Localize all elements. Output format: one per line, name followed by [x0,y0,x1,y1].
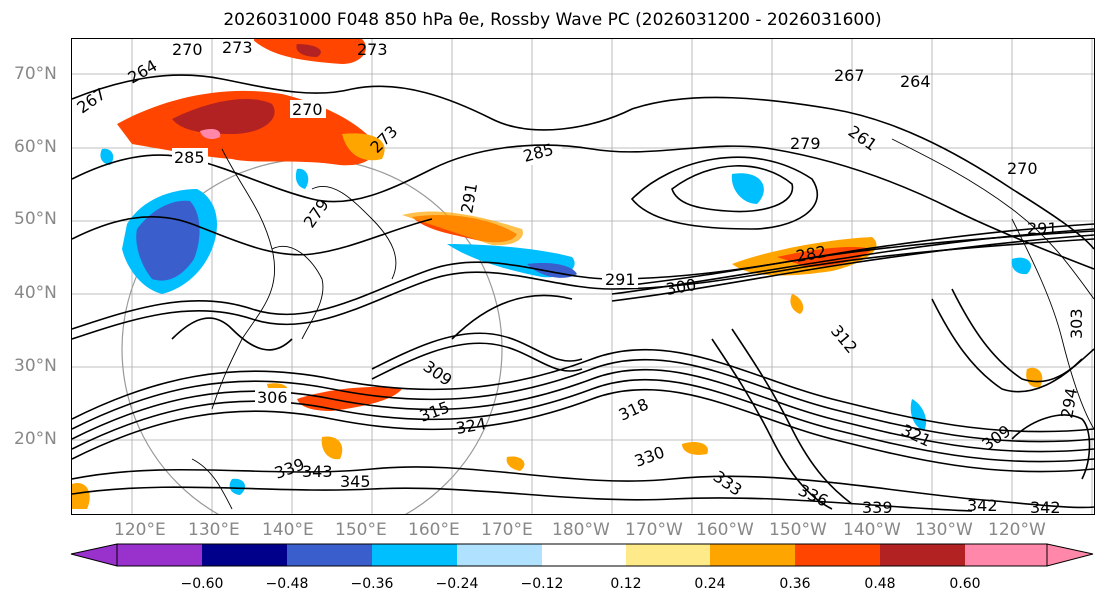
colorbar-swatch [457,544,542,566]
contour-label: 273 [222,39,253,57]
lon-label: 170°W [625,520,683,540]
contour-label: 264 [900,72,931,91]
colorbar-tick: 0.12 [610,576,642,592]
contour-label: 267 [73,84,109,117]
contour-label: 291 [1027,219,1058,238]
contour-label: 318 [616,394,652,424]
lon-label: 160°W [696,520,754,540]
contour-label: 285 [174,148,205,167]
lat-label-50n: 50°N [14,209,57,229]
contour-label: 309 [420,357,456,390]
map-title: 2026031000 F048 850 hPa θe, Rossby Wave … [223,10,882,30]
colorbar-tick: 0.24 [694,576,726,592]
colorbar-tick: −0.24 [435,576,479,592]
contour-label: 270 [172,40,203,59]
coastlines [191,138,1094,510]
contour-label: 264 [125,56,161,88]
colorbar-swatch [70,543,118,567]
contour-label: 303 [1067,308,1086,339]
lon-label: 130°W [915,520,973,540]
colorbar-swatch [542,544,626,566]
colorbar-tick: 0.48 [864,576,896,592]
contour-label: 273 [357,40,388,59]
colorbar-tick: 0.36 [779,576,811,592]
lon-label: 140°E [262,520,314,540]
lat-label-20n: 20°N [14,429,57,449]
contour-label: 300 [664,275,697,299]
colorbar-tick: −0.48 [265,576,309,592]
colorbar-swatch [880,544,965,566]
colorbar-swatch [710,544,795,566]
colorbar-swatch [117,544,202,566]
contour-label: 342 [967,496,998,514]
contour-label: 330 [632,442,667,470]
lon-label: 130°E [188,520,240,540]
lat-label-40n: 40°N [14,283,57,303]
contour-label: 291 [457,181,481,214]
contour-label: 333 [710,467,746,500]
map-panel: 270 273 273 264 267 285 270 273 279 291 … [71,38,1095,515]
lon-label: 120°W [988,520,1046,540]
contour-label: 345 [340,472,371,491]
colorbar: −0.60 −0.48 −0.36 −0.24 −0.12 0.12 0.24 … [0,540,1105,600]
lon-label: 150°E [335,520,387,540]
colorbar-svg [70,543,1094,567]
lat-label-70n: 70°N [14,64,57,84]
contour-label: 339 [862,498,893,514]
colorbar-tick: −0.36 [350,576,394,592]
contour-label: 270 [1007,159,1038,178]
anomaly-shading [72,39,1043,509]
contour-label: 261 [845,122,881,155]
lat-label-30n: 30°N [14,356,57,376]
lon-label: 180°W [552,520,610,540]
contour-label: 312 [827,321,861,357]
lon-label: 160°E [408,520,460,540]
contour-label: 306 [257,388,288,407]
colorbar-tick: 0.60 [949,576,981,592]
lon-label: 120°E [114,520,166,540]
lat-label-60n: 60°N [14,137,57,157]
contour-label: 270 [292,100,323,119]
lon-label: 150°W [769,520,827,540]
colorbar-tick: −0.12 [520,576,564,592]
contour-label: 291 [605,270,636,289]
contour-label: 324 [454,414,487,438]
colorbar-swatch [795,544,880,566]
theta-e-contours [72,74,1094,512]
contour-label: 279 [790,134,821,153]
lon-label: 140°W [843,520,901,540]
colorbar-swatch [965,544,1047,566]
colorbar-swatch [202,544,287,566]
colorbar-swatch [1046,543,1094,567]
contour-label: 342 [1030,498,1061,514]
colorbar-swatch [372,544,457,566]
contour-label: 267 [834,66,865,85]
contour-label: 315 [417,397,452,425]
contour-label: 294 [1057,386,1081,419]
colorbar-tick: −0.60 [180,576,224,592]
colorbar-swatch [626,544,710,566]
map-canvas: 270 273 273 264 267 285 270 273 279 291 … [72,39,1094,514]
contour-label: 343 [302,462,333,481]
colorbar-swatch [287,544,372,566]
lon-label: 170°E [481,520,533,540]
